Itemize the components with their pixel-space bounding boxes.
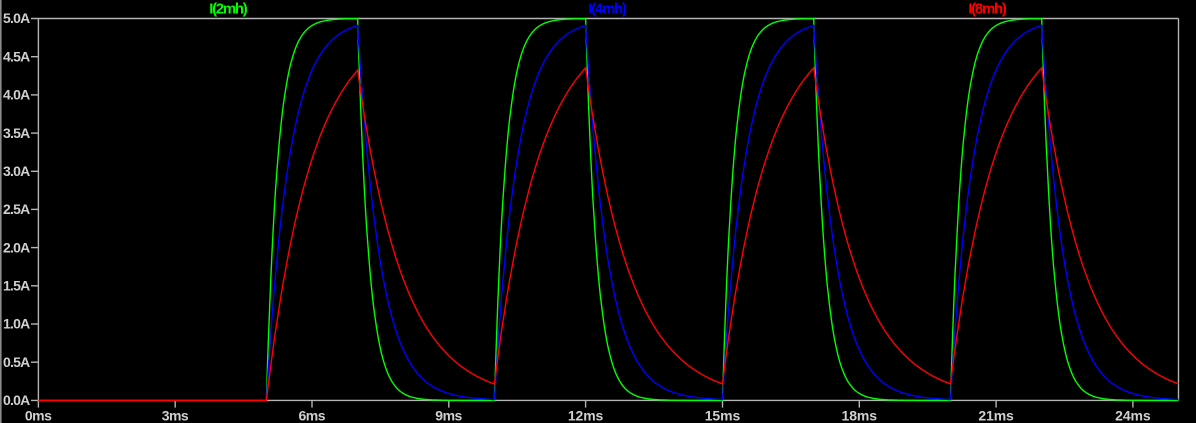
svg-text:0.5A: 0.5A [3, 354, 30, 370]
svg-text:5.0A: 5.0A [3, 10, 30, 26]
svg-text:0.0A: 0.0A [3, 392, 30, 408]
svg-text:4.5A: 4.5A [3, 48, 30, 64]
svg-text:24ms: 24ms [1115, 408, 1151, 423]
svg-text:1.0A: 1.0A [3, 316, 30, 332]
svg-text:I(8mh): I(8mh) [968, 1, 1007, 18]
svg-text:9ms: 9ms [435, 408, 462, 423]
svg-text:I(4mh): I(4mh) [588, 1, 627, 18]
svg-text:2.5A: 2.5A [3, 201, 30, 217]
svg-text:18ms: 18ms [842, 408, 878, 423]
svg-text:6ms: 6ms [299, 408, 326, 423]
svg-text:I(2mh): I(2mh) [209, 1, 248, 18]
svg-text:0ms: 0ms [25, 408, 52, 423]
svg-text:2.0A: 2.0A [3, 239, 30, 255]
svg-text:3ms: 3ms [162, 408, 189, 423]
svg-text:3.5A: 3.5A [3, 125, 30, 141]
svg-text:15ms: 15ms [705, 408, 741, 423]
svg-text:12ms: 12ms [568, 408, 604, 423]
svg-text:4.0A: 4.0A [3, 87, 30, 103]
svg-text:1.5A: 1.5A [3, 278, 30, 294]
svg-text:21ms: 21ms [978, 408, 1014, 423]
svg-text:3.0A: 3.0A [3, 163, 30, 179]
